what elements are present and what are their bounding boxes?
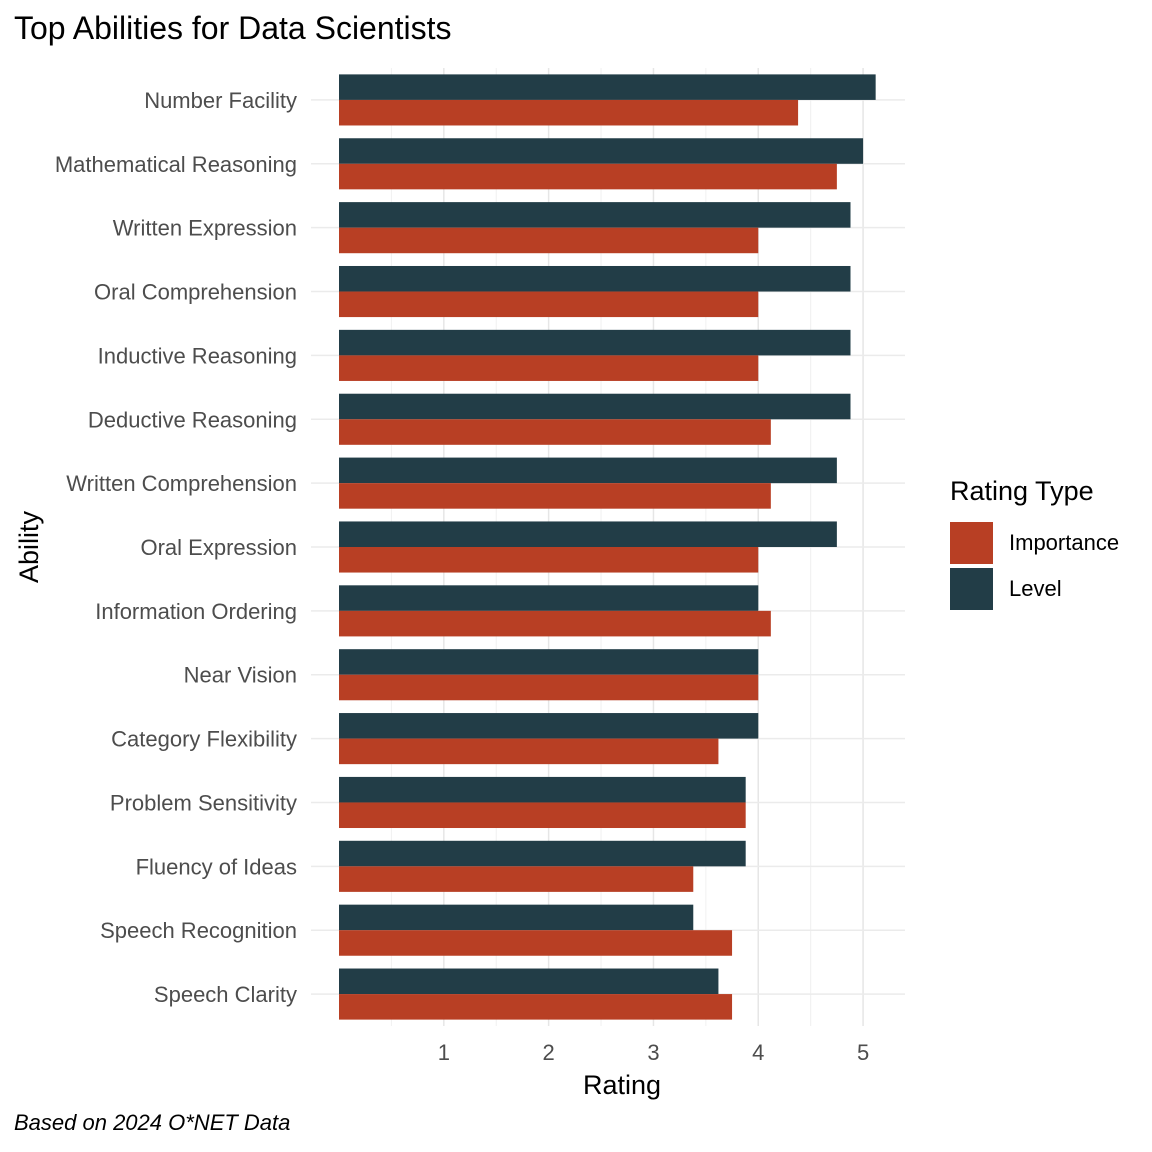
bar-importance	[339, 738, 719, 765]
caption: Based on 2024 O*NET Data	[14, 1110, 291, 1135]
bar-level	[339, 202, 851, 228]
y-tick-label: Oral Comprehension	[94, 280, 297, 305]
y-axis-label: Ability	[14, 510, 44, 583]
legend-item-importance: Importance	[950, 522, 1119, 564]
bar-level	[339, 776, 746, 803]
y-tick-label: Category Flexibility	[111, 727, 297, 752]
y-tick-label: Inductive Reasoning	[98, 343, 297, 368]
x-tick-label: 2	[543, 1040, 555, 1065]
bar-level	[339, 138, 864, 164]
bar-level	[339, 968, 719, 995]
bar-importance	[339, 163, 837, 190]
bar-importance	[339, 802, 746, 829]
bar-importance	[339, 866, 694, 892]
y-tick-label: Near Vision	[184, 663, 297, 688]
legend-swatch-level	[950, 568, 993, 610]
x-tick-label: 5	[857, 1040, 869, 1065]
x-tick-label: 3	[647, 1040, 659, 1065]
bar-importance	[339, 99, 799, 126]
bar-level	[339, 713, 759, 739]
bar-level	[339, 265, 851, 292]
bar-importance	[339, 355, 759, 381]
bar-level	[339, 585, 759, 611]
legend-label-importance: Importance	[1009, 530, 1120, 555]
bar-level	[339, 840, 746, 867]
legend-label-level: Level	[1009, 576, 1062, 601]
bar-level	[339, 521, 837, 547]
y-tick-label: Oral Expression	[140, 535, 297, 560]
legend-item-level: Level	[950, 568, 1062, 610]
bar-importance	[339, 227, 759, 254]
bar-importance	[339, 930, 733, 956]
bar-importance	[339, 291, 759, 318]
chart-title: Top Abilities for Data Scientists	[14, 10, 452, 46]
bar-importance	[339, 674, 759, 701]
bar-level	[339, 649, 759, 675]
bar-importance	[339, 994, 733, 1020]
legend-title: Rating Type	[950, 476, 1094, 506]
y-tick-label: Number Facility	[144, 88, 297, 113]
y-tick-label: Problem Sensitivity	[110, 790, 297, 815]
bar-level	[339, 457, 837, 484]
bar-importance	[339, 419, 771, 445]
y-tick-label: Written Expression	[113, 216, 297, 241]
y-tick-label: Deductive Reasoning	[88, 407, 297, 432]
y-tick-label: Mathematical Reasoning	[55, 152, 297, 177]
bar-level	[339, 74, 876, 100]
bar-importance	[339, 610, 771, 637]
legend-swatch-importance	[950, 522, 993, 564]
x-axis-label: Rating	[583, 1070, 661, 1100]
bar-importance	[339, 483, 771, 509]
y-tick-label: Speech Recognition	[100, 918, 297, 943]
bar-level	[339, 904, 694, 931]
y-tick-label: Speech Clarity	[154, 982, 297, 1007]
x-tick-label: 1	[438, 1040, 450, 1065]
x-tick-label: 4	[752, 1040, 764, 1065]
bar-importance	[339, 547, 759, 573]
bar-level	[339, 393, 851, 420]
y-tick-label: Written Comprehension	[66, 471, 297, 496]
bar-level	[339, 329, 851, 356]
y-tick-label: Fluency of Ideas	[136, 854, 297, 879]
y-tick-label: Information Ordering	[95, 599, 297, 624]
